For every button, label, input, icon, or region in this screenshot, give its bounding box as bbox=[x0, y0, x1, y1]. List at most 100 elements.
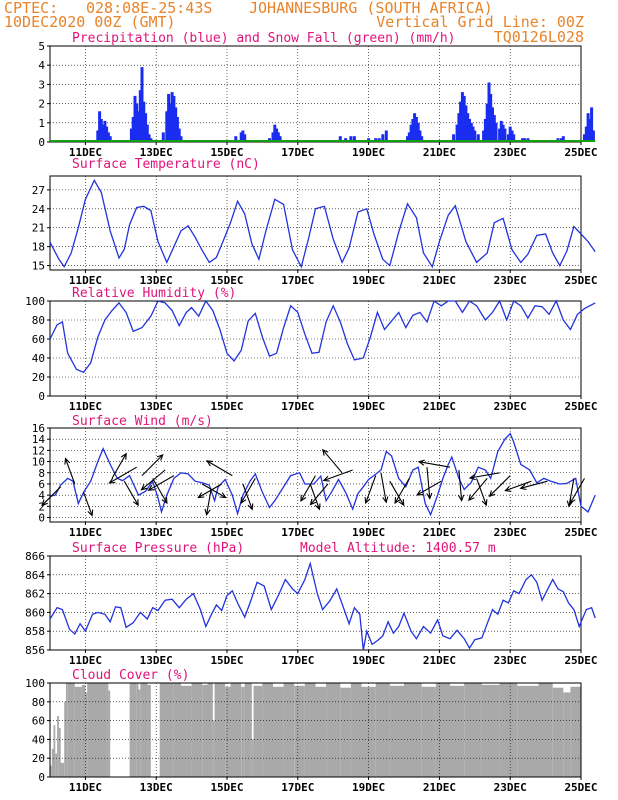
x-tick-label: 11DEC bbox=[69, 526, 102, 539]
wind-arrow-shaft bbox=[323, 469, 353, 482]
precipitation-bar bbox=[482, 130, 486, 142]
precipitation-bar bbox=[588, 119, 592, 142]
precipitation-bar bbox=[239, 132, 243, 142]
y-tick-label: 2 bbox=[38, 98, 45, 111]
cloud-cover-bar bbox=[435, 683, 451, 777]
x-tick-label: 11DEC bbox=[69, 274, 102, 287]
precipitation-bar bbox=[234, 136, 238, 142]
y-tick-label: 0 bbox=[38, 771, 45, 784]
wind-arrow-head bbox=[394, 497, 401, 505]
wind-arrow-head bbox=[415, 489, 424, 496]
wind-arrow-shaft bbox=[365, 475, 377, 504]
cloud-cover-bar bbox=[136, 683, 139, 777]
precipitation-bar bbox=[466, 113, 470, 142]
y-tick-label: 24 bbox=[32, 203, 46, 216]
wind-arrow bbox=[415, 480, 442, 496]
y-tick-label: 2 bbox=[38, 500, 45, 513]
wind-arrow-head bbox=[300, 494, 307, 503]
y-tick-label: 858 bbox=[25, 625, 45, 638]
wind-arrow bbox=[504, 480, 532, 492]
precipitation-bar bbox=[137, 111, 140, 142]
wind-arrow-shaft bbox=[322, 449, 343, 474]
wind-arrow-shaft bbox=[242, 483, 253, 510]
plot-frame bbox=[49, 682, 582, 778]
y-tick-label: 60 bbox=[32, 333, 45, 346]
location: JOHANNESBURG (SOUTH AFRICA) bbox=[249, 0, 493, 17]
y-tick-label: 100 bbox=[25, 677, 45, 690]
y-tick-label: 3 bbox=[38, 78, 45, 91]
y-tick-label: 10 bbox=[32, 456, 45, 469]
cloud-cover-bar bbox=[251, 739, 254, 777]
precipitation-bar bbox=[105, 126, 109, 142]
wind-arrow bbox=[309, 483, 329, 506]
panel-title: Surface Wind (m/s) bbox=[72, 414, 213, 429]
wind-arrow bbox=[364, 475, 377, 505]
cloud-cover-bar bbox=[262, 683, 273, 777]
precipitation-bar bbox=[411, 119, 415, 142]
wind-arrow-shaft bbox=[310, 483, 329, 505]
wind-arrow-shaft bbox=[418, 461, 451, 468]
wind-arrow bbox=[242, 483, 254, 511]
precipitation-bar bbox=[508, 126, 512, 142]
wind-arrow-shaft bbox=[148, 475, 175, 491]
x-tick-label: 13DEC bbox=[140, 781, 173, 794]
wind-arrow bbox=[197, 483, 222, 499]
cloud-cover-bar bbox=[214, 683, 226, 777]
wind-arrow-shaft bbox=[300, 475, 316, 502]
y-tick-label: 40 bbox=[32, 733, 45, 746]
x-tick-label: 11DEC bbox=[69, 654, 102, 667]
y-tick-label: 8 bbox=[38, 467, 45, 480]
y-tick-label: 856 bbox=[25, 644, 45, 657]
y-tick-label: 15 bbox=[32, 260, 45, 273]
x-tick-label: 13DEC bbox=[140, 526, 173, 539]
panel-title: Cloud Cover (%) bbox=[72, 668, 189, 683]
cloud-cover-bar bbox=[283, 683, 295, 777]
precipitation-bar bbox=[455, 124, 459, 142]
cloud-cover-panel: 0 20 40 60 80 100 11DEC 13DEC 15DEC 17DEC 19DEC 21D… bbox=[25, 668, 597, 794]
wind-arrow bbox=[566, 478, 575, 508]
cloud-cover-bar bbox=[212, 720, 215, 777]
precipitation-bar bbox=[165, 111, 169, 142]
y-tick-label: 866 bbox=[25, 550, 45, 563]
precipitation-bar bbox=[414, 117, 418, 142]
cloud-cover-bar bbox=[304, 683, 316, 777]
x-tick-label: 21DEC bbox=[423, 526, 456, 539]
x-tick-label: 23DEC bbox=[494, 654, 527, 667]
y-tick-label: 0 bbox=[38, 390, 45, 403]
wind-arrow-head bbox=[398, 499, 405, 507]
x-tick-label: 23DEC bbox=[494, 781, 527, 794]
precipitation-bar bbox=[491, 107, 494, 142]
precipitation-bar bbox=[167, 94, 171, 142]
cloud-cover-bar bbox=[375, 683, 390, 777]
wind-arrow-shaft bbox=[458, 469, 463, 501]
cloud-cover-bar bbox=[230, 683, 242, 777]
wind-arrow-head bbox=[468, 494, 475, 502]
wind-arrow bbox=[426, 467, 433, 500]
wind-arrow-shaft bbox=[389, 480, 405, 506]
pressure-panel: 856 858 860 862 864 866 11DEC 13DEC 15DEC 17DEC 19… bbox=[25, 541, 597, 667]
y-tick-label: 60 bbox=[32, 715, 45, 728]
precipitation-bar bbox=[591, 130, 595, 142]
wind-arrow bbox=[380, 472, 389, 504]
wind-arrow-head bbox=[468, 474, 476, 481]
precipitation-bar bbox=[271, 132, 275, 142]
precipitation-bar bbox=[583, 134, 586, 142]
wind-arrow bbox=[111, 452, 127, 479]
wind-arrow bbox=[41, 486, 61, 507]
precipitation-bar bbox=[510, 130, 514, 142]
precipitation-bar bbox=[241, 130, 245, 142]
x-tick-label: 15DEC bbox=[210, 146, 243, 159]
wind-arrow-head bbox=[197, 492, 205, 499]
wind-arrow-shaft bbox=[141, 469, 166, 491]
wind-arrow-head bbox=[566, 500, 573, 508]
x-tick-label: 15DEC bbox=[210, 781, 243, 794]
precipitation-bar bbox=[483, 119, 487, 142]
temperature-panel: 15 18 21 24 27 11DEC 13DEC 15DEC 17DEC 19DEC 21DEC… bbox=[32, 157, 598, 287]
cloud-cover-bar bbox=[60, 762, 65, 777]
wind-arrow-head bbox=[64, 457, 71, 465]
x-tick-label: 17DEC bbox=[281, 781, 314, 794]
wind-arrow bbox=[123, 480, 139, 507]
cloud-cover-bar bbox=[207, 683, 213, 777]
panel-title: Precipitation (blue) and Snow Fall (gree… bbox=[72, 31, 456, 46]
